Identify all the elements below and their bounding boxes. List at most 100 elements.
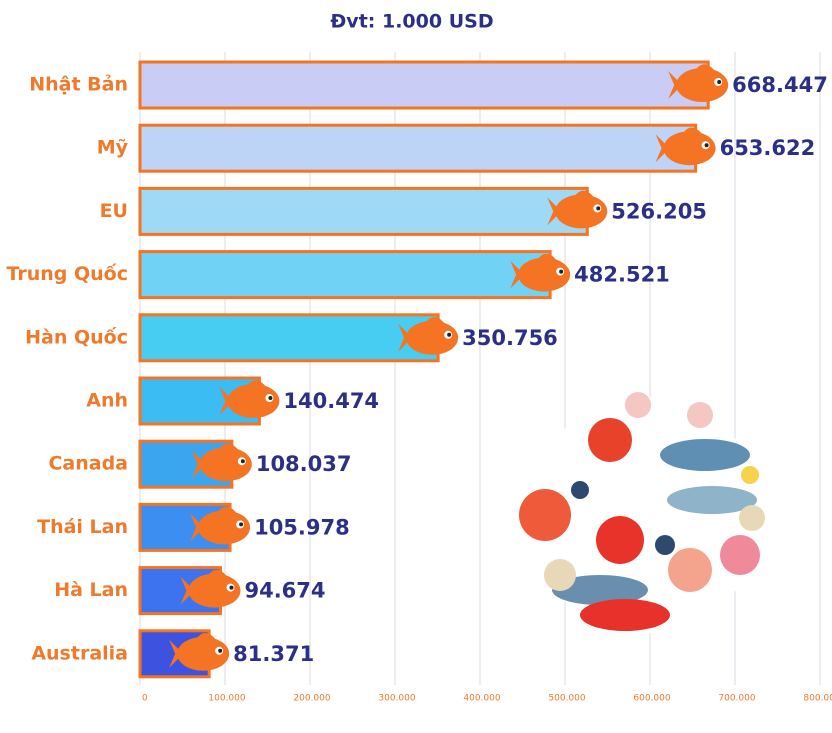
fish-part <box>663 131 716 166</box>
fish-part <box>268 396 273 400</box>
fish-icon <box>510 253 571 292</box>
fish-part <box>219 387 234 415</box>
value-label: 526.205 <box>611 199 707 223</box>
fish-part <box>655 134 670 163</box>
fish-part <box>704 143 709 148</box>
fish-part <box>518 257 571 292</box>
category-label: Mỹ <box>97 137 129 159</box>
fish-icon <box>668 64 729 102</box>
fish-icon <box>398 317 459 355</box>
fish-part <box>596 206 601 211</box>
value-label: 108.037 <box>256 452 352 476</box>
deco-oyster <box>739 505 765 531</box>
value-label: 105.978 <box>254 515 350 539</box>
x-tick-label: 800.000 <box>803 694 832 704</box>
fish-icon <box>190 506 251 545</box>
value-label: 668.447 <box>732 73 828 97</box>
x-tick-label: 0 <box>142 694 148 704</box>
x-tick-label: 200.000 <box>293 694 330 704</box>
x-tick-label: 100.000 <box>208 694 245 704</box>
fish-part <box>683 127 702 134</box>
fish-part <box>197 633 216 639</box>
fish-part <box>717 80 722 84</box>
seafood-illustration <box>519 392 765 633</box>
fish-part <box>199 447 252 482</box>
fish-icon <box>191 443 252 482</box>
fish-part <box>668 71 683 99</box>
category-label: EU <box>100 200 128 222</box>
x-tick-label: 500.000 <box>548 694 585 704</box>
x-tick-label: 700.000 <box>718 694 755 704</box>
category-label: Trung Quốc <box>6 262 128 285</box>
deco-shrimp <box>668 548 712 592</box>
deco-fish <box>667 486 757 514</box>
fish-icon <box>547 190 608 229</box>
bar <box>138 376 261 426</box>
value-label: 653.622 <box>720 136 816 160</box>
fish-part <box>538 253 557 260</box>
fish-part <box>227 384 280 418</box>
deco-fish <box>580 599 670 631</box>
value-label: 81.371 <box>233 642 314 666</box>
bar <box>138 250 552 300</box>
category-label: Nhật Bản <box>29 74 128 96</box>
x-tick-label: 600.000 <box>633 694 670 704</box>
category-label: Anh <box>86 390 128 412</box>
fish-part <box>191 450 206 479</box>
fish-icon <box>655 127 716 166</box>
deco-lobster <box>596 516 644 564</box>
category-label: Australia <box>31 642 128 664</box>
bar <box>138 313 440 363</box>
fish-icon <box>180 569 241 608</box>
fish-part <box>218 648 223 653</box>
fish-part <box>696 64 715 70</box>
deco-scallop <box>625 392 651 418</box>
deco-fish <box>552 575 648 605</box>
fish-part <box>177 636 230 671</box>
deco-octopus <box>720 535 760 575</box>
fish-part <box>426 317 445 323</box>
category-label: Thái Lan <box>37 516 128 538</box>
fish-part <box>398 323 413 352</box>
fish-icon <box>169 633 230 671</box>
chart-title: Đvt: 1.000 USD <box>330 11 493 33</box>
deco-mussel <box>571 481 589 499</box>
category-label: Hà Lan <box>54 579 128 601</box>
deco-shrimp <box>519 489 571 541</box>
fish-part <box>240 459 245 464</box>
deco-fish <box>660 439 750 471</box>
fish-part <box>559 269 564 274</box>
fish-part <box>188 573 241 608</box>
deco-scallop <box>687 402 713 428</box>
fish-part <box>218 506 237 513</box>
deco-mussel <box>655 535 675 555</box>
deco-oyster <box>544 559 576 591</box>
category-label: Hàn Quốc <box>25 325 128 348</box>
fish-part <box>180 576 195 605</box>
fish-part <box>575 190 594 197</box>
fish-part <box>239 522 244 527</box>
x-tick-label: 400.000 <box>463 694 500 704</box>
value-label: 140.474 <box>283 389 379 413</box>
category-label: Canada <box>48 453 128 475</box>
bar <box>138 186 589 236</box>
value-label: 94.674 <box>244 579 325 603</box>
fish-part <box>247 380 266 386</box>
bar <box>138 123 698 173</box>
fish-icon <box>219 380 280 418</box>
deco-lemon <box>741 466 759 484</box>
fish-part <box>547 197 562 226</box>
fish-part <box>190 513 205 542</box>
fish-part <box>229 585 234 590</box>
fish-part <box>169 639 184 668</box>
value-label: 350.756 <box>462 326 558 350</box>
fish-part <box>208 569 227 576</box>
fish-part <box>219 443 238 450</box>
fish-part <box>406 320 459 355</box>
fish-part <box>510 260 525 289</box>
fish-part <box>447 332 452 337</box>
fish-part <box>676 68 729 102</box>
fish-part <box>555 194 608 229</box>
value-label: 482.521 <box>574 263 670 287</box>
